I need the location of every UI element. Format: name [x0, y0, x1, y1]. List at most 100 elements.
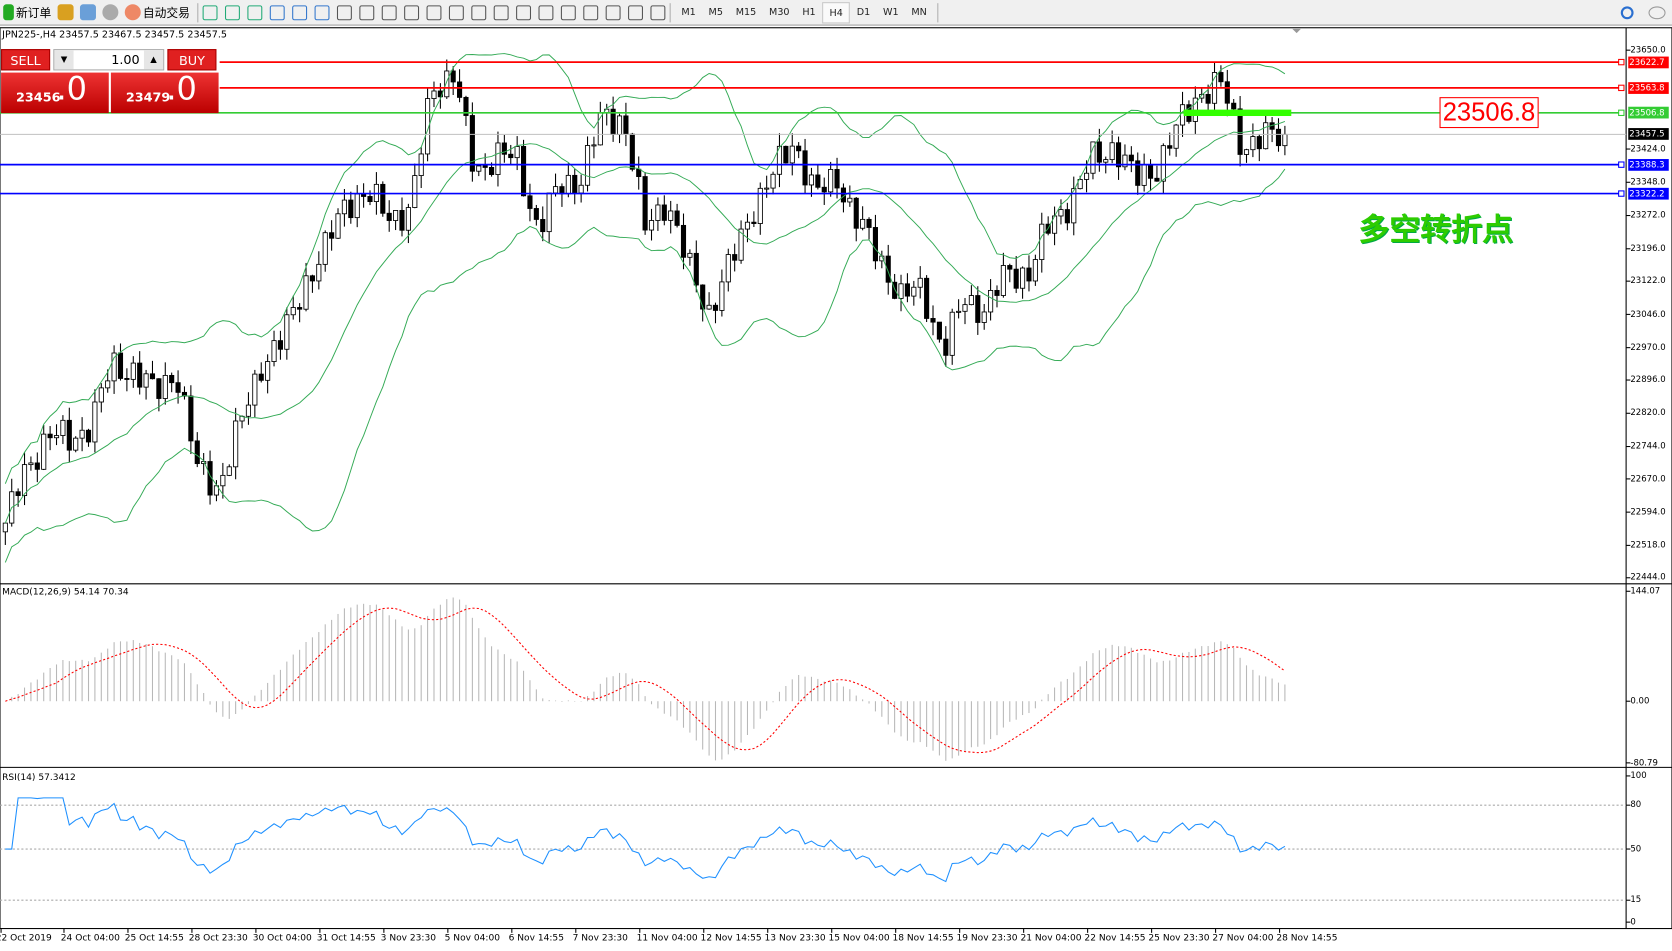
candle — [399, 210, 405, 231]
toolbar: 新订单 自动交易 M1 M5 M15 M30 H1 H4 D1 W1 MN — [0, 0, 1672, 26]
new-order-button[interactable]: 新订单 — [0, 1, 54, 24]
lot-increase-button[interactable]: ▲ — [143, 50, 164, 70]
crosshair-icon[interactable] — [471, 4, 487, 20]
zoom-out-icon[interactable] — [292, 4, 308, 20]
candle — [911, 286, 917, 297]
candle — [1128, 154, 1134, 162]
candle — [469, 115, 475, 172]
timeframe-w1[interactable]: W1 — [882, 6, 899, 18]
timeframe-m15[interactable]: M15 — [735, 6, 757, 18]
candle — [776, 145, 783, 175]
price-tick-label: 22820.0 — [1630, 407, 1666, 418]
candle — [348, 199, 354, 219]
candle — [137, 362, 143, 388]
candle — [15, 491, 21, 496]
candle — [828, 169, 834, 193]
candle — [847, 197, 853, 203]
chart-bars-icon[interactable] — [202, 4, 218, 20]
candle — [1039, 223, 1045, 260]
navigator-button[interactable] — [77, 1, 99, 24]
new-order-icon — [3, 4, 14, 21]
candle — [533, 208, 539, 220]
autoscroll-icon[interactable] — [336, 4, 352, 20]
candle — [1199, 93, 1205, 99]
candle — [271, 340, 277, 362]
lot-size-stepper[interactable]: ▼ 1.00 ▲ — [53, 49, 165, 71]
candle — [917, 277, 923, 288]
candle — [1263, 122, 1269, 150]
cursor-icon[interactable] — [448, 4, 464, 20]
signal-icon — [102, 4, 119, 21]
tile-windows-icon[interactable] — [314, 4, 330, 20]
timeframe-d1[interactable]: D1 — [856, 6, 871, 18]
fibonacci-icon[interactable] — [583, 4, 599, 20]
candle — [757, 187, 763, 224]
timeframe-m5[interactable]: M5 — [708, 6, 723, 18]
time-label: 3 Nov 23:30 — [380, 932, 437, 944]
candle — [821, 186, 827, 193]
candle — [1007, 265, 1013, 270]
timeframe-m30[interactable]: M30 — [769, 6, 790, 18]
candle — [796, 145, 802, 152]
time-label: 31 Oct 14:55 — [316, 932, 376, 944]
bid-price[interactable]: 23456.0 — [1, 70, 109, 114]
candle — [1275, 128, 1282, 147]
candle — [584, 145, 591, 186]
indicators-icon[interactable] — [381, 4, 397, 20]
periods-icon[interactable] — [404, 4, 420, 20]
candle — [1026, 267, 1032, 282]
horizontal-line-icon[interactable] — [516, 4, 532, 20]
candle — [1077, 179, 1083, 190]
candle — [808, 174, 815, 186]
chat-icon[interactable] — [1648, 5, 1666, 19]
timeframe-m1[interactable]: M1 — [681, 6, 696, 18]
zoom-in-icon[interactable] — [269, 4, 285, 20]
equidistant-channel-icon[interactable] — [560, 4, 576, 20]
price-line-label: 23622.7 — [1628, 56, 1669, 68]
search-icon[interactable] — [1620, 5, 1634, 19]
text-icon[interactable] — [605, 4, 621, 20]
candle — [41, 433, 47, 470]
candle — [1064, 209, 1070, 224]
candle — [1250, 136, 1256, 151]
trendline-icon[interactable] — [538, 4, 554, 20]
candle — [111, 352, 117, 382]
vertical-line-icon[interactable] — [493, 4, 509, 20]
text-label-icon[interactable] — [628, 4, 643, 20]
timeframe-h4[interactable]: H4 — [822, 1, 851, 23]
candle — [687, 252, 693, 258]
separator — [669, 2, 671, 22]
templates-icon[interactable] — [426, 4, 442, 20]
terminal-button[interactable] — [99, 1, 121, 24]
candle — [2, 522, 8, 533]
candle — [668, 210, 674, 221]
timeframe-bar: M1 M5 M15 M30 H1 H4 D1 W1 MN — [675, 1, 933, 23]
market-watch-button[interactable] — [54, 1, 76, 24]
timeframe-mn[interactable]: MN — [911, 6, 927, 18]
candle — [994, 290, 1000, 296]
time-label: 21 Nov 04:00 — [1020, 932, 1082, 944]
auto-trading-button[interactable]: 自动交易 — [122, 1, 193, 24]
lot-decrease-button[interactable]: ▼ — [54, 50, 74, 70]
timeframe-h1[interactable]: H1 — [802, 6, 816, 18]
candlesticks-icon[interactable] — [224, 4, 240, 20]
candle — [789, 145, 795, 164]
price-line-label: 23457.5 — [1628, 128, 1669, 141]
candle — [239, 415, 245, 422]
price-annotation-box[interactable]: 23506.8 — [1439, 97, 1539, 129]
buy-button[interactable]: BUY — [167, 49, 217, 71]
candle — [981, 311, 987, 323]
candle — [98, 387, 104, 403]
line-chart-icon[interactable] — [247, 4, 263, 20]
sell-button[interactable]: SELL — [1, 49, 51, 71]
ask-price[interactable]: 23479.0 — [110, 70, 219, 114]
pivot-annotation-text[interactable]: 多空转折点 — [1358, 211, 1514, 248]
candle — [706, 304, 712, 310]
candle — [1013, 268, 1019, 289]
candle — [1096, 141, 1102, 163]
chart-shift-icon[interactable] — [359, 4, 375, 20]
arrows-icon[interactable] — [650, 4, 666, 20]
lot-size-value[interactable]: 1.00 — [111, 52, 140, 68]
price-tick-label: 23424.0 — [1630, 143, 1666, 154]
